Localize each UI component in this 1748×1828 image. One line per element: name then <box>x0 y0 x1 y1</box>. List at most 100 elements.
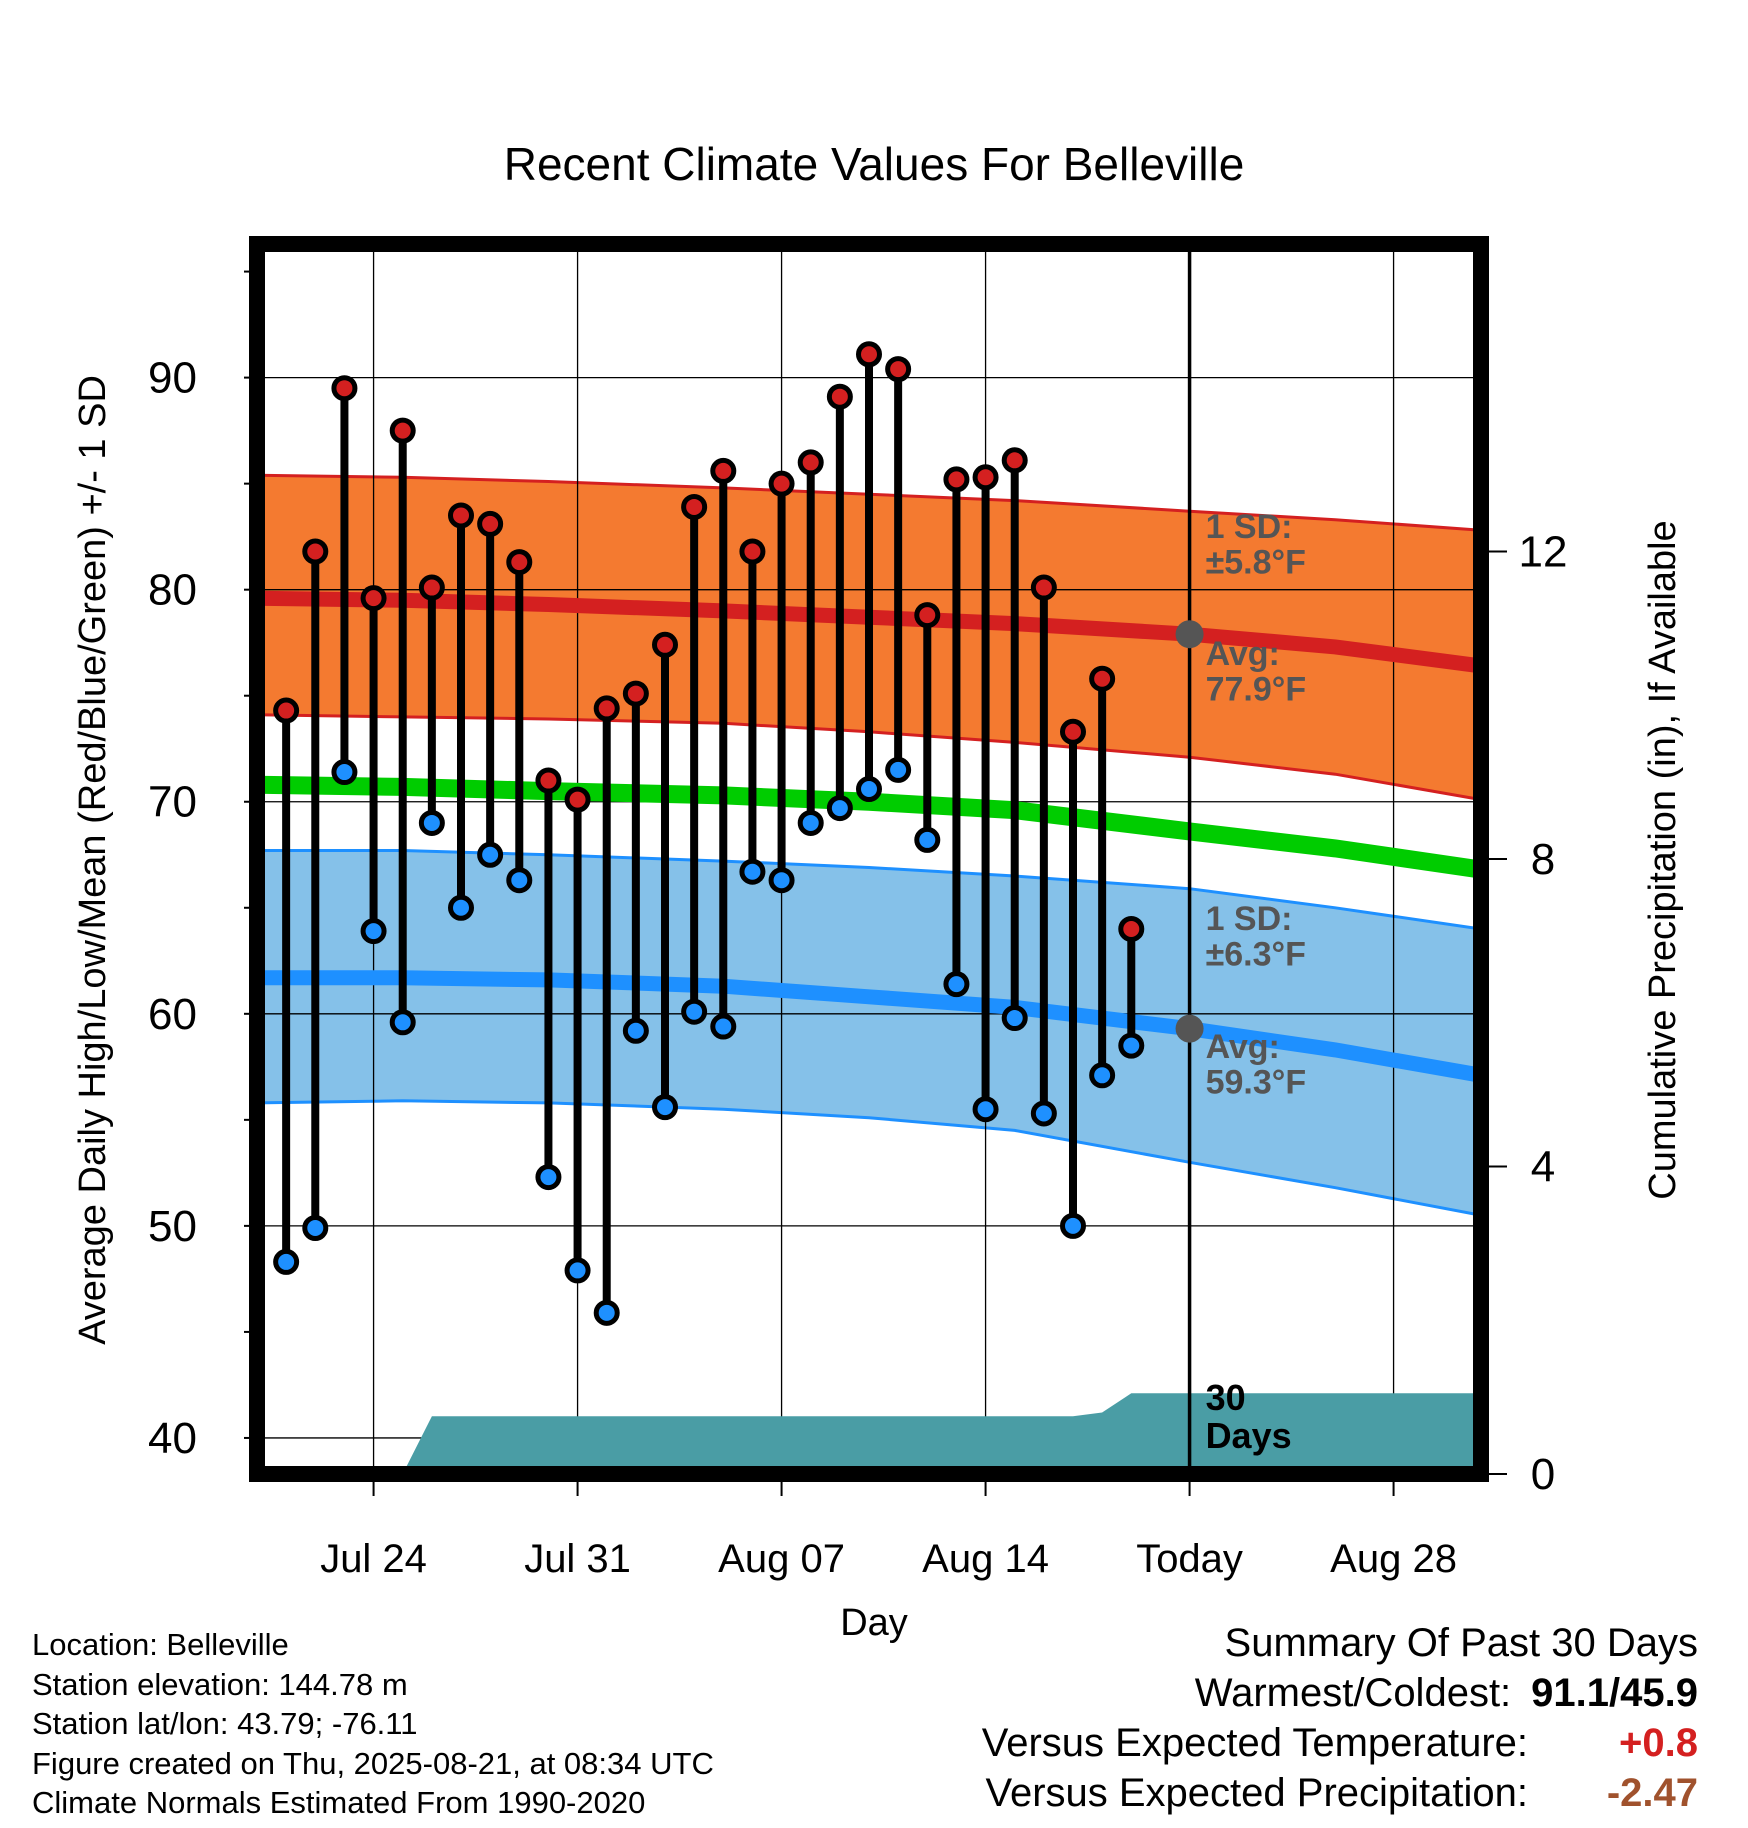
daily-low-point <box>506 867 533 894</box>
high-avg-label-line: Avg: <box>1206 635 1280 673</box>
x-tick-label: Jul 24 <box>320 1537 427 1581</box>
x-tick-label: Aug 14 <box>922 1537 1049 1581</box>
today-avg-high-marker <box>1175 620 1204 649</box>
y-axis-label: Average Daily High/Low/Mean (Red/Blue/Gr… <box>72 375 114 1345</box>
low-sd-band-upper-edge <box>257 849 1481 931</box>
daily-high-point <box>1089 665 1116 692</box>
daily-low-point <box>1089 1062 1116 1089</box>
daily-high-point <box>710 457 737 484</box>
low-sd-band <box>257 850 1481 1216</box>
meta-elevation: Station elevation: 144.78 m <box>32 1666 408 1702</box>
daily-high-point <box>389 417 416 444</box>
daily-low-point <box>418 809 445 836</box>
y2-tick-label: 12 <box>1519 528 1568 577</box>
x-tick-label-today: Today <box>1136 1537 1243 1581</box>
x-tick-label: Jul 31 <box>524 1537 631 1581</box>
y2-axis-label: Cumulative Precipitation (in), If Availa… <box>1642 520 1684 1199</box>
warmest-label: Warmest/Coldest: <box>1194 1671 1512 1715</box>
high-avg-label: Avg: 77.9°F <box>1206 635 1307 709</box>
daily-low-point <box>972 1096 999 1123</box>
temp-value: +0.8 <box>1619 1721 1698 1765</box>
daily-high-point <box>1030 574 1057 601</box>
daily-high-point <box>564 786 591 813</box>
daily-high-point <box>797 449 824 476</box>
y-tick-label: 80 <box>148 566 197 615</box>
meta-normals: Climate Normals Estimated From 1990-2020 <box>32 1785 646 1820</box>
x-axis-label: Day <box>840 1602 908 1644</box>
daily-low-point <box>535 1164 562 1191</box>
y-tick-label: 40 <box>148 1414 197 1463</box>
daily-high-point <box>593 695 620 722</box>
low-avg-label: Avg: 59.3°F <box>1206 1028 1307 1102</box>
window-label-line: Days <box>1206 1415 1292 1456</box>
precip-area <box>257 1393 1481 1474</box>
daily-low-point <box>360 918 387 945</box>
x-tick-label: Aug 28 <box>1330 1537 1457 1581</box>
daily-low-point <box>710 1013 737 1040</box>
low-avg-label-line: 59.3°F <box>1206 1064 1307 1102</box>
plot-layer <box>257 244 1481 1474</box>
daily-high-point <box>914 602 941 629</box>
daily-low-point <box>1030 1100 1057 1127</box>
precip-label: Versus Expected Precipitation: <box>985 1771 1528 1815</box>
chart-title: Recent Climate Values For Belleville <box>504 138 1245 190</box>
summary-panel: Summary Of Past 30 Days Warmest/Coldest:… <box>982 1618 1698 1818</box>
daily-high-point <box>448 502 474 529</box>
daily-high-point <box>506 549 533 576</box>
meta-location: Location: Belleville <box>32 1627 289 1662</box>
daily-high-point <box>535 767 562 794</box>
daily-high-point <box>652 631 678 658</box>
daily-high-point <box>360 585 387 612</box>
daily-high-point <box>856 341 882 368</box>
y2-tick-label: 0 <box>1531 1450 1555 1499</box>
daily-high-point <box>739 538 766 565</box>
meta-latlon: Station lat/lon: 43.79; -76.11 <box>32 1706 418 1741</box>
y-tick-label: 90 <box>148 354 197 403</box>
x-tick-label: Aug 07 <box>718 1537 845 1581</box>
daily-low-point <box>885 756 912 783</box>
daily-low-point <box>1118 1032 1145 1059</box>
daily-low-point <box>768 867 795 894</box>
daily-low-point <box>826 795 853 822</box>
daily-high-point <box>972 464 999 491</box>
daily-high-point <box>885 356 912 383</box>
summary-temp-row: Versus Expected Temperature: +0.8 <box>982 1718 1698 1768</box>
daily-high-point <box>477 510 504 537</box>
y2-tick-label: 8 <box>1531 835 1555 884</box>
daily-low-point <box>1001 1005 1028 1032</box>
daily-high-point <box>768 470 795 497</box>
summary-warmest-row: Warmest/Coldest: 91.1/45.9 <box>982 1668 1698 1718</box>
high-sd-label: 1 SD: ±5.8°F <box>1206 508 1306 582</box>
summary-title: Summary Of Past 30 Days <box>1224 1621 1698 1665</box>
low-sd-label-line: 1 SD: <box>1206 900 1293 938</box>
daily-high-point <box>273 697 300 724</box>
daily-low-point <box>564 1257 591 1284</box>
daily-low-point <box>652 1094 678 1121</box>
daily-high-point <box>418 574 445 601</box>
high-sd-label-line: 1 SD: <box>1206 508 1293 546</box>
daily-low-point <box>739 858 766 885</box>
daily-low-point <box>477 841 504 868</box>
summary-precip-row: Versus Expected Precipitation: -2.47 <box>982 1768 1698 1818</box>
precip-value: -2.47 <box>1606 1771 1698 1815</box>
daily-high-point <box>331 375 358 402</box>
y-tick-label: 70 <box>148 778 197 827</box>
daily-high-point <box>826 383 853 410</box>
meta-created: Figure created on Thu, 2025-08-21, at 08… <box>32 1745 714 1781</box>
temp-label: Versus Expected Temperature: <box>981 1721 1528 1765</box>
daily-low-point <box>914 826 941 853</box>
daily-low-point <box>1060 1212 1086 1239</box>
daily-low-point <box>389 1009 416 1036</box>
warmest-value: 91.1/45.9 <box>1531 1671 1698 1715</box>
plot-frame <box>249 236 1489 1482</box>
high-sd-label-line: ±5.8°F <box>1206 544 1306 582</box>
daily-low-point <box>331 759 358 786</box>
daily-low-point <box>302 1215 329 1241</box>
daily-low-point <box>273 1248 300 1275</box>
today-avg-low-marker <box>1175 1014 1204 1043</box>
daily-high-point <box>943 466 970 493</box>
daily-low-point <box>797 809 824 836</box>
daily-high-point <box>1001 447 1028 474</box>
